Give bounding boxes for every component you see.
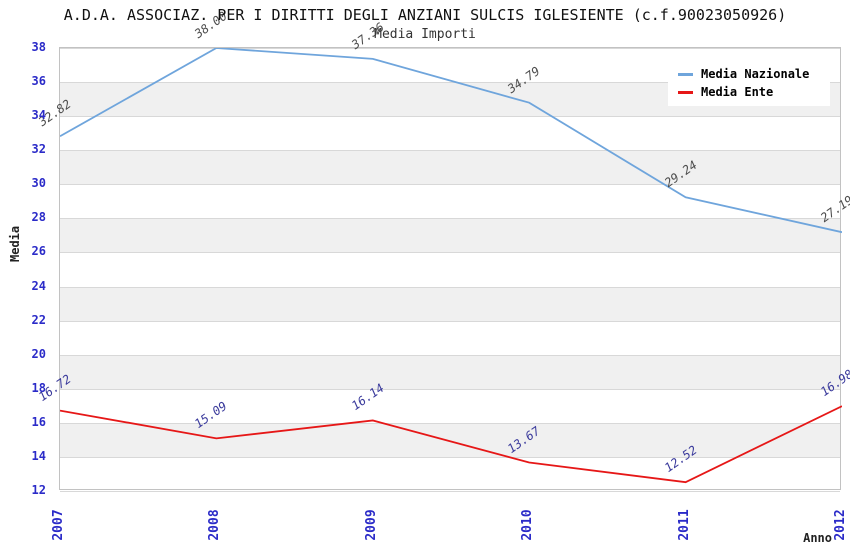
y-tick-label: 26 <box>31 244 46 259</box>
x-tick-label: 2012 <box>833 509 848 541</box>
plot-band <box>60 422 840 457</box>
y-tick-label: 20 <box>31 346 46 361</box>
plot-band <box>60 150 840 185</box>
plot-band <box>60 354 840 389</box>
series-line <box>60 48 842 234</box>
gridline <box>60 354 840 356</box>
y-tick-label: 36 <box>31 74 46 89</box>
y-tick-label: 28 <box>31 210 46 225</box>
gridline <box>60 218 840 220</box>
y-tick-label: 32 <box>31 142 46 157</box>
legend-item: Media Ente <box>674 83 824 101</box>
line-series-canvas <box>60 48 842 484</box>
x-tick-label: 2007 <box>51 509 66 541</box>
gridline <box>60 456 840 458</box>
gridline <box>60 252 840 254</box>
gridline <box>60 48 840 49</box>
x-tick-label: 2008 <box>207 509 223 541</box>
chart-subtitle: Media Importi <box>374 27 476 42</box>
y-tick-label: 18 <box>31 380 46 395</box>
gridline <box>60 320 840 322</box>
y-tick-label: 16 <box>31 414 46 429</box>
gridline <box>60 491 840 492</box>
legend: Media Nazionale Media Ente <box>668 60 830 106</box>
gridline <box>60 150 840 152</box>
legend-swatch <box>678 90 693 94</box>
y-tick-label: 14 <box>31 448 46 463</box>
chart-title: A.D.A. ASSOCIAZ. PER I DIRITTI DEGLI ANZ… <box>63 6 787 24</box>
legend-swatch <box>678 72 693 76</box>
y-tick-label: 38 <box>31 40 46 54</box>
y-tick-label: 12 <box>31 483 46 497</box>
x-tick-label: 2010 <box>520 509 536 541</box>
gridline <box>60 388 840 390</box>
plot-area <box>59 47 842 492</box>
y-tick-label: 24 <box>31 278 46 293</box>
gridline <box>60 116 840 118</box>
x-axis-title: Anno <box>803 531 832 545</box>
legend-item: Media Nazionale <box>674 65 824 83</box>
gridline <box>60 184 840 186</box>
gridline <box>60 286 840 288</box>
x-tick-label: 2011 <box>676 509 692 541</box>
y-tick-label: 34 <box>31 108 46 123</box>
gridline <box>60 82 840 84</box>
plot-band <box>60 218 840 253</box>
series-line <box>60 405 842 484</box>
x-tick-label: 2009 <box>363 509 379 541</box>
y-tick-label: 22 <box>31 312 46 327</box>
gridline <box>60 422 840 424</box>
y-tick-label: 30 <box>31 176 46 191</box>
legend-label: Media Ente <box>701 85 774 99</box>
legend-label: Media Nazionale <box>701 67 810 81</box>
plot-band <box>60 286 840 321</box>
